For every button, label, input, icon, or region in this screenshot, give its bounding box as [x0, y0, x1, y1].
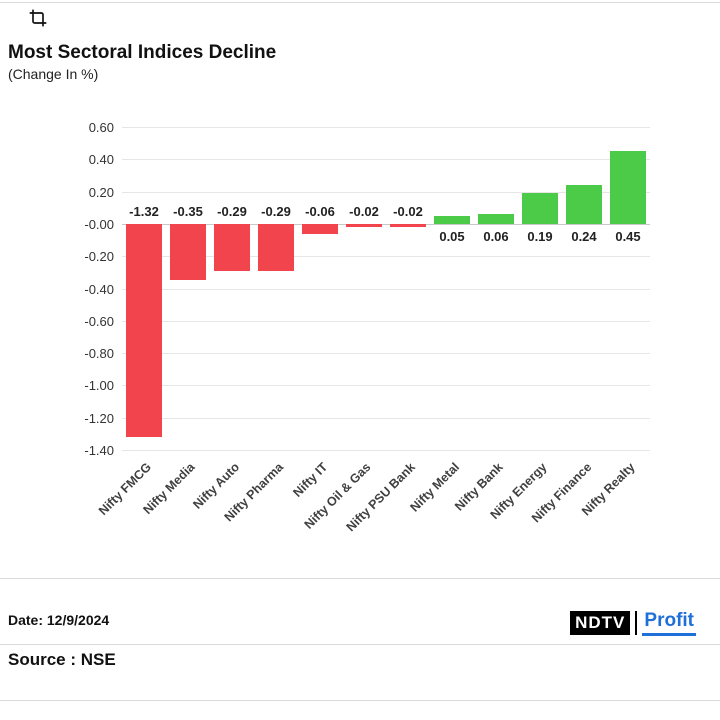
gridline — [122, 450, 650, 451]
y-tick-label: -1.20 — [84, 410, 114, 426]
logo-separator — [635, 611, 638, 635]
footer-divider-3 — [0, 700, 720, 701]
value-label: -0.29 — [217, 203, 247, 219]
value-label: 0.45 — [615, 228, 641, 244]
y-tick-label: -0.80 — [84, 346, 114, 362]
footer-divider-2 — [0, 644, 720, 645]
value-label: -0.29 — [261, 203, 291, 219]
gridline — [122, 223, 650, 225]
gridline — [122, 353, 650, 355]
y-tick-label: -1.00 — [84, 378, 114, 394]
value-label: -1.32 — [129, 203, 159, 219]
y-tick-label: -1.40 — [84, 443, 114, 458]
y-tick-label: 0.40 — [88, 152, 114, 168]
value-label: 0.05 — [439, 228, 465, 244]
y-tick-label: -0.60 — [84, 313, 114, 329]
bar-nifty-realty — [609, 151, 647, 224]
x-category-label: Nifty IT — [290, 460, 330, 500]
gridline — [122, 256, 650, 258]
value-label: -0.06 — [305, 203, 335, 219]
value-label: 0.24 — [571, 228, 597, 244]
date-label: Date: 12/9/2024 — [8, 612, 110, 628]
ndtv-logo-text: NDTV — [570, 611, 631, 635]
value-label: 0.19 — [527, 228, 553, 244]
bar-nifty-pharma — [257, 223, 295, 271]
chart-title: Most Sectoral Indices Decline — [8, 42, 277, 63]
value-label: -0.35 — [173, 203, 203, 219]
y-tick-label: -0.20 — [84, 249, 114, 265]
gridline — [122, 191, 650, 193]
y-tick-label: 0.20 — [88, 184, 114, 200]
y-tick-label: 0.60 — [88, 120, 114, 135]
profit-logo-text: Profit — [642, 610, 696, 636]
bar-nifty-energy — [521, 193, 559, 224]
gridline — [122, 288, 650, 290]
gridline — [122, 127, 650, 128]
bar-nifty-bank — [477, 214, 515, 224]
bar-nifty-metal — [433, 215, 471, 224]
plot-area: -1.32 Nifty FMCG -0.35 Nifty Media -0.29 Nift… — [96, 127, 650, 534]
value-label: 0.06 — [483, 228, 509, 244]
y-tick-label: -0.40 — [84, 281, 114, 297]
bar-nifty-auto — [213, 223, 251, 271]
gridline — [122, 159, 650, 161]
bar-nifty-fmcg — [125, 223, 163, 438]
gridline — [122, 417, 650, 419]
bar-nifty-oil-gas — [345, 223, 383, 228]
value-label: -0.02 — [349, 203, 379, 219]
gridline — [122, 320, 650, 322]
y-tick-label: -0.00 — [84, 216, 114, 232]
gridline — [122, 385, 650, 387]
crop-icon[interactable] — [28, 8, 48, 28]
bar-nifty-finance — [565, 185, 603, 224]
bar-nifty-media — [169, 223, 207, 281]
footer-divider-1 — [0, 578, 720, 579]
top-divider — [0, 2, 720, 3]
source-label: Source : NSE — [8, 650, 116, 669]
chart-subtitle: (Change In %) — [8, 66, 99, 82]
bar-nifty-it — [301, 223, 339, 234]
value-label: -0.02 — [393, 203, 423, 219]
y-axis-labels: 0.60 0.40 0.20 -0.00 -0.20 -0.40 -0.60 -0.80 -1.… — [52, 120, 114, 458]
ndtv-profit-logo: NDTV Profit — [570, 610, 696, 636]
bar-nifty-psu-bank — [389, 223, 427, 228]
